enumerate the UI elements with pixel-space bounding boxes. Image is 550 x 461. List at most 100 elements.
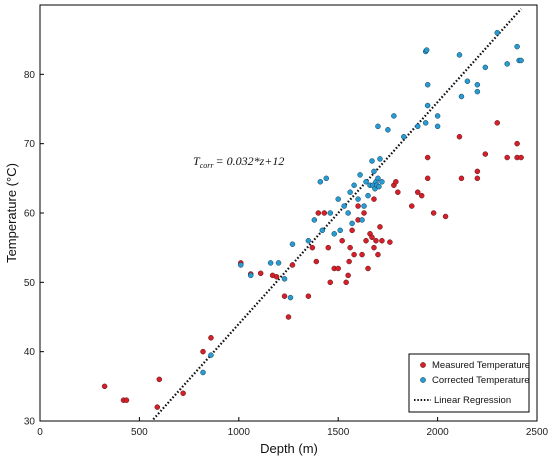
corrected-point-22	[351, 182, 357, 189]
corrected-point-57	[482, 64, 489, 71]
x-tick-label-0: 0	[37, 427, 43, 438]
y-tick-label-40: 40	[24, 347, 36, 358]
measured-point-37	[369, 234, 375, 241]
legend-label-measured: Measured Temperature	[432, 360, 530, 371]
corrected-point-56	[474, 88, 481, 95]
measured-point-30	[349, 227, 355, 234]
measured-point-56	[442, 213, 449, 220]
measured-point-55	[430, 210, 437, 216]
y-tick-label-30: 30	[24, 417, 36, 428]
corrected-point-49	[423, 47, 430, 53]
corrected-point-46	[424, 102, 431, 109]
corrected-point-59	[504, 61, 510, 67]
measured-point-46	[387, 239, 393, 245]
corrected-point-53	[458, 93, 465, 100]
corrected-point-25	[359, 217, 365, 223]
x-tick-label-2500: 2500	[526, 427, 549, 438]
corrected-point-0	[200, 369, 206, 376]
measured-point-28	[346, 258, 352, 265]
measured-point-57	[456, 133, 463, 140]
x-tick-label-2000: 2000	[426, 427, 449, 438]
corrected-point-36	[375, 175, 381, 182]
measured-point-51	[414, 189, 421, 195]
corrected-point-17	[337, 227, 343, 234]
measured-point-15	[289, 262, 296, 268]
legend-marker-corrected	[420, 377, 426, 383]
measured-point-48	[393, 179, 399, 185]
measured-point-18	[313, 258, 320, 265]
corrected-point-24	[357, 172, 363, 178]
measured-point-59	[474, 168, 481, 175]
points-layer	[101, 29, 524, 410]
measured-point-20	[321, 210, 328, 216]
equation-rest: = 0.032*z+12	[215, 154, 284, 168]
measured-point-29	[347, 244, 353, 251]
measured-point-2	[123, 397, 130, 403]
legend-box	[408, 353, 530, 413]
measured-point-64	[514, 140, 520, 147]
corrected-point-13	[323, 175, 330, 182]
corrected-point-60	[514, 43, 520, 50]
y-axis-label: Temperature (°C)	[4, 163, 19, 263]
corrected-point-52	[456, 52, 463, 58]
corrected-point-38	[377, 156, 383, 162]
corrected-point-10	[311, 217, 318, 223]
corrected-point-42	[391, 113, 397, 119]
measured-point-60	[474, 175, 481, 182]
corrected-point-16	[335, 196, 341, 202]
corrected-point-41	[385, 127, 391, 133]
corrected-point-8	[289, 241, 296, 247]
equation-subscript: corr	[200, 161, 215, 170]
regression-equation: Tcorr = 0.032*z+12	[193, 154, 284, 170]
measured-point-54	[424, 154, 431, 161]
corrected-point-47	[424, 81, 431, 88]
corrected-point-50	[434, 113, 441, 119]
legend-label-corrected: Corrected Temperature	[432, 375, 530, 386]
corrected-point-14	[327, 210, 333, 216]
corrected-point-15	[331, 231, 337, 237]
measured-point-27	[345, 272, 351, 279]
y-tick-label-60: 60	[24, 209, 36, 220]
measured-point-49	[395, 189, 401, 195]
measured-point-21	[325, 244, 332, 251]
x-tick-label-500: 500	[131, 427, 148, 438]
measured-point-66	[518, 154, 524, 161]
corrected-point-19	[345, 210, 351, 216]
measured-point-13	[281, 293, 288, 299]
corrected-point-2	[238, 262, 244, 268]
measured-point-3	[154, 404, 161, 410]
corrected-point-37	[376, 183, 382, 190]
corrected-point-27	[363, 179, 369, 185]
corrected-point-4	[267, 260, 274, 266]
measured-point-41	[377, 224, 383, 230]
corrected-point-11	[317, 179, 324, 185]
corrected-point-20	[347, 189, 353, 195]
measured-point-61	[482, 151, 489, 157]
corrected-point-45	[422, 120, 429, 126]
corrected-point-18	[341, 203, 347, 209]
corrected-point-51	[434, 123, 441, 130]
measured-point-42	[379, 237, 385, 244]
measured-point-62	[494, 120, 500, 126]
y-tick-label-70: 70	[24, 139, 36, 150]
corrected-point-44	[414, 123, 421, 130]
measured-point-50	[409, 203, 415, 209]
measured-point-10	[257, 270, 264, 277]
measured-point-6	[200, 348, 206, 355]
legend: Measured Temperature Corrected Temperatu…	[408, 353, 530, 413]
corrected-point-23	[355, 196, 361, 202]
x-tick-label-1500: 1500	[327, 427, 350, 438]
y-tick-label-80: 80	[24, 70, 36, 81]
corrected-point-1	[208, 352, 214, 358]
corrected-point-28	[365, 192, 371, 199]
y-tick-label-50: 50	[24, 278, 36, 289]
measured-point-0	[101, 383, 108, 390]
corrected-point-5	[275, 260, 282, 266]
legend-label-regression: Linear Regression	[434, 395, 511, 406]
equation-main: T	[193, 154, 201, 168]
measured-point-52	[418, 192, 425, 199]
measured-point-26	[343, 279, 349, 286]
x-axis-label: Depth (m)	[260, 441, 318, 456]
measured-point-22	[327, 279, 333, 286]
